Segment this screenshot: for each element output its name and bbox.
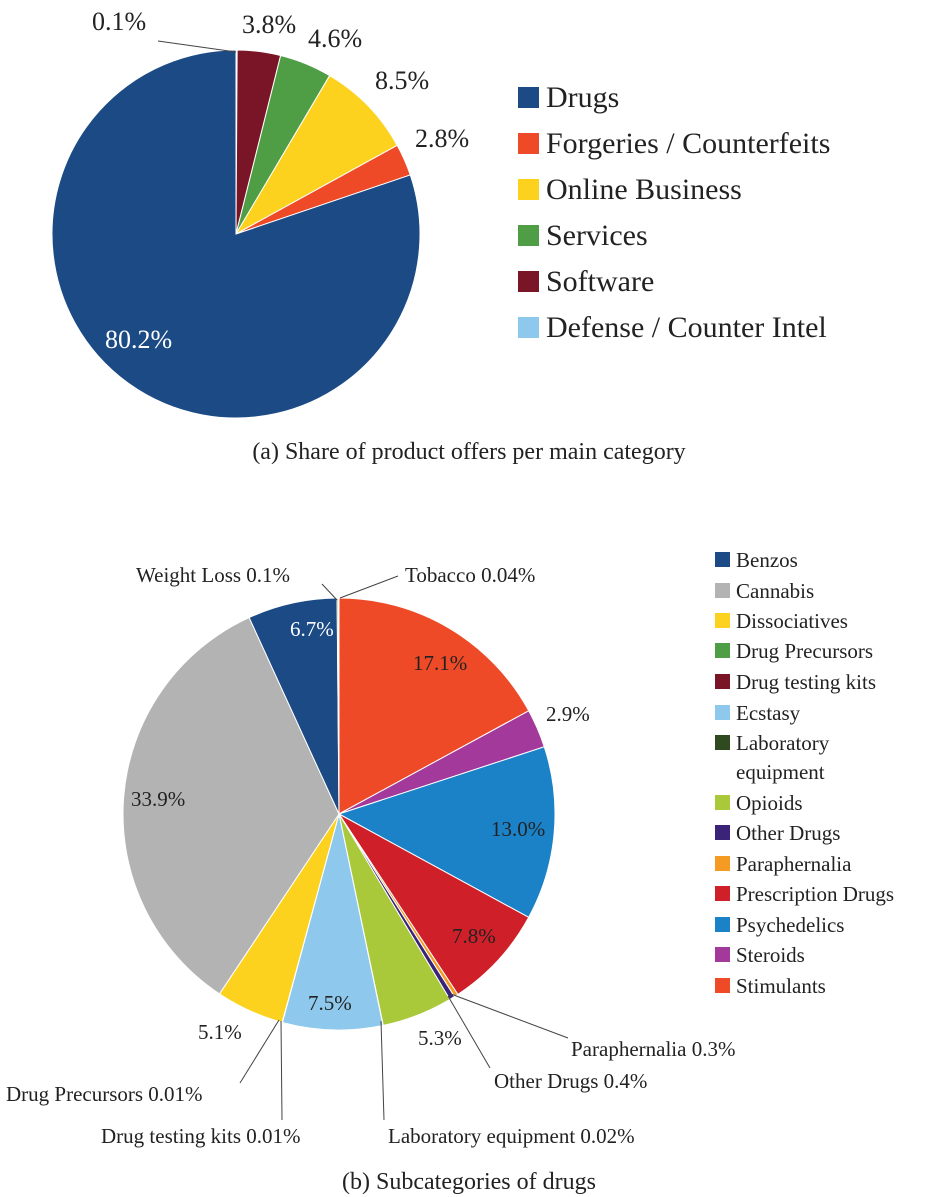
legend-item: Drug Precursors xyxy=(736,639,873,663)
legend-item-line: Laboratory xyxy=(736,731,830,755)
leader-line xyxy=(157,40,237,53)
leader-line xyxy=(339,575,399,599)
slice-label-prescription: 7.8% xyxy=(452,924,496,948)
legend-b: Benzos Cannabis Dissociatives Drug Precu… xyxy=(715,548,894,998)
legend-item: Dissociatives xyxy=(736,609,848,633)
legend-swatch xyxy=(715,613,730,628)
pie-b-labels: Weight Loss 0.1% Tobacco 0.04% 6.7% 17.1… xyxy=(6,563,735,1148)
slice-label-cannabis: 33.9% xyxy=(131,787,185,811)
slice-psychedelics xyxy=(337,746,556,919)
leader-line xyxy=(280,1020,283,1121)
legend-swatch xyxy=(518,271,539,292)
legend-swatch xyxy=(715,886,730,901)
pie-b-leader-lines xyxy=(239,575,569,1121)
slice-tobacco xyxy=(337,597,340,815)
caption-b: (b) Subcategories of drugs xyxy=(342,1169,596,1195)
slice-label-benzos: 6.7% xyxy=(290,617,334,641)
chart-a: 0.1% 3.8% 4.6% 8.5% 2.8% 80.2% Drugs For… xyxy=(51,7,830,465)
slice-drugs xyxy=(51,49,421,419)
slice-stimulants xyxy=(338,597,530,815)
legend-item: Cannabis xyxy=(736,579,814,603)
legend-item: Drugs xyxy=(546,81,619,114)
legend-swatch xyxy=(715,705,730,720)
legend-swatch xyxy=(518,87,539,108)
legend-swatch xyxy=(715,552,730,567)
legend-swatch xyxy=(715,795,730,810)
slice-prescription-drugs xyxy=(338,813,530,996)
legend-item: Psychedelics xyxy=(736,913,844,937)
legend-item: Steroids xyxy=(736,943,805,967)
slice-label-drugs: 80.2% xyxy=(105,325,172,354)
legend-swatch xyxy=(518,317,539,338)
legend-a: Drugs Forgeries / Counterfeits Online Bu… xyxy=(518,81,830,344)
legend-item: Other Drugs xyxy=(736,821,840,845)
legend-item: Prescription Drugs xyxy=(736,882,894,906)
legend-swatch xyxy=(715,825,730,840)
slice-label-ecstasy: 7.5% xyxy=(308,991,352,1015)
leader-line xyxy=(447,995,491,1069)
caption-a: (a) Share of product offers per main cat… xyxy=(252,439,685,465)
slice-label-software: 3.8% xyxy=(242,10,296,39)
legend-item: Forgeries / Counterfeits xyxy=(546,127,830,160)
legend-item-line: equipment xyxy=(736,760,825,784)
legend-swatch xyxy=(715,947,730,962)
legend-item: Software xyxy=(546,265,654,298)
legend-item: Stimulants xyxy=(736,974,826,998)
slice-cannabis xyxy=(122,616,340,995)
leader-line xyxy=(380,1020,385,1121)
legend-item: Opioids xyxy=(736,791,803,815)
legend-item: Drug testing kits xyxy=(736,670,876,694)
slice-label-online-business: 8.5% xyxy=(375,66,429,95)
legend-item: Online Business xyxy=(546,173,742,206)
slice-label-weight-loss: Weight Loss 0.1% xyxy=(136,563,290,587)
legend-swatch xyxy=(518,179,539,200)
slice-online-business xyxy=(234,74,398,236)
pie-a-labels: 0.1% 3.8% 4.6% 8.5% 2.8% 80.2% xyxy=(92,7,469,354)
slice-label-tobacco: Tobacco 0.04% xyxy=(405,563,535,587)
legend-swatch xyxy=(518,225,539,246)
legend-swatch xyxy=(715,735,730,750)
legend-item: Paraphernalia xyxy=(736,852,852,876)
pie-b xyxy=(122,597,556,1031)
legend-item: Laboratory equipment xyxy=(736,731,835,784)
slice-label-other-drugs: Other Drugs 0.4% xyxy=(494,1069,647,1093)
chart-b: Weight Loss 0.1% Tobacco 0.04% 6.7% 17.1… xyxy=(6,548,894,1195)
legend-swatch xyxy=(715,643,730,658)
slice-label-psychedelics: 13.0% xyxy=(491,817,545,841)
legend-item: Ecstasy xyxy=(736,701,801,725)
slice-label-services: 4.6% xyxy=(308,24,362,53)
legend-swatch xyxy=(715,917,730,932)
slice-label-laboratory-equipment: Laboratory equipment 0.02% xyxy=(388,1124,635,1148)
slice-label-paraphernalia: Paraphernalia 0.3% xyxy=(571,1037,735,1061)
legend-swatch xyxy=(518,133,539,154)
legend-swatch xyxy=(715,856,730,871)
legend-swatch xyxy=(715,674,730,689)
legend-swatch xyxy=(715,583,730,598)
leader-line xyxy=(239,1019,280,1084)
legend-item: Defense / Counter Intel xyxy=(546,311,827,344)
pie-a xyxy=(51,49,421,419)
slice-label-defense: 0.1% xyxy=(92,7,146,36)
slice-label-dissociatives: 5.1% xyxy=(198,1020,242,1044)
slice-label-forgeries: 2.8% xyxy=(415,124,469,153)
legend-swatch xyxy=(715,978,730,993)
slice-label-opioids: 5.3% xyxy=(418,1026,462,1050)
leader-line xyxy=(450,993,569,1039)
slice-label-stimulants: 17.1% xyxy=(413,651,467,675)
slice-label-drug-precursors: Drug Precursors 0.01% xyxy=(6,1082,203,1106)
leader-line xyxy=(321,583,338,601)
slice-label-steroids: 2.9% xyxy=(546,702,590,726)
slice-label-drug-testing-kits: Drug testing kits 0.01% xyxy=(101,1124,301,1148)
legend-item: Services xyxy=(546,219,648,252)
legend-item: Benzos xyxy=(736,548,798,572)
